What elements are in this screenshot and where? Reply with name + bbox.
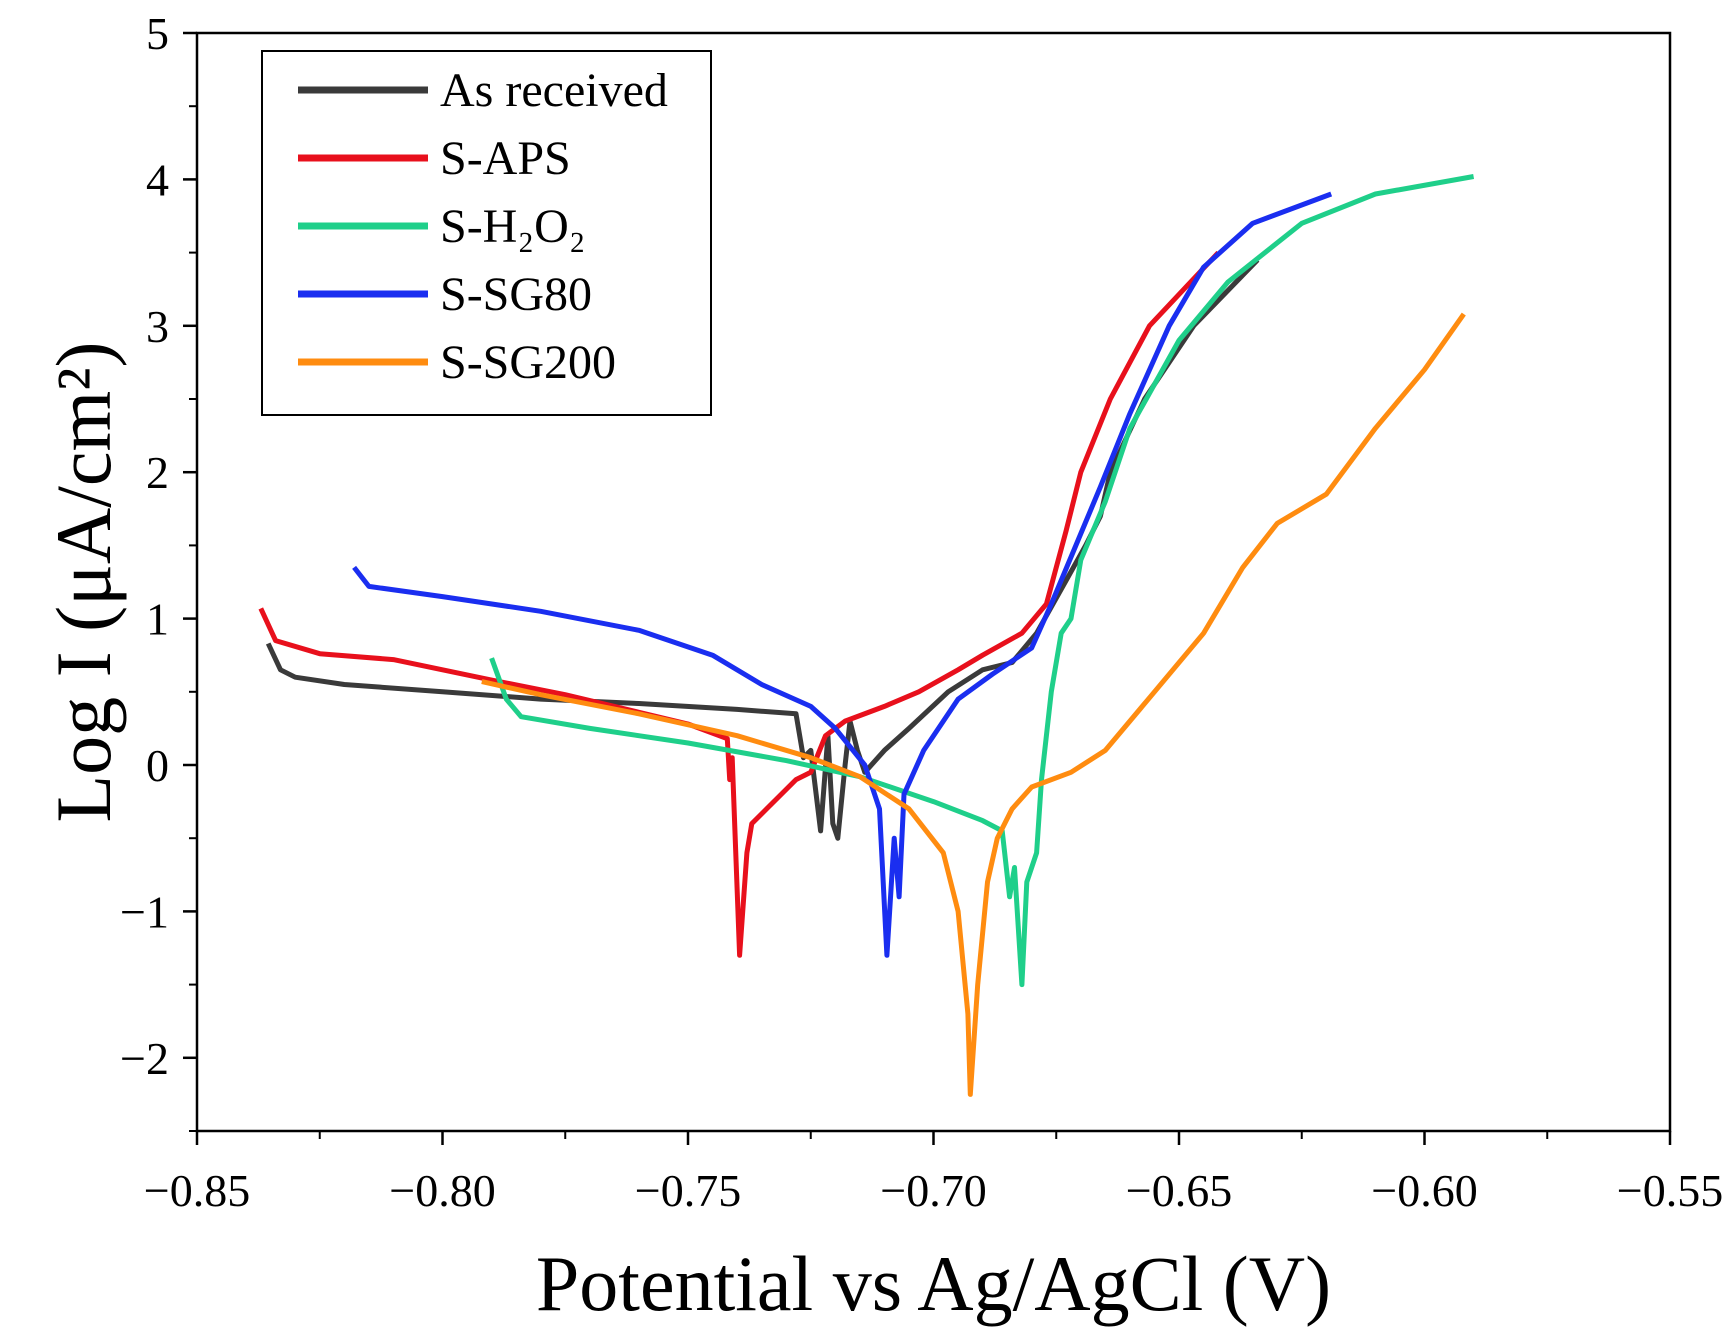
x-tick-label: −0.85 (144, 1165, 250, 1216)
y-tick-label: 1 (146, 594, 169, 645)
x-axis-label: Potential vs Ag/AgCl (V) (536, 1240, 1331, 1327)
x-tick-label: −0.55 (1617, 1165, 1723, 1216)
y-tick-label: 4 (146, 154, 169, 205)
legend-label: S-SG200 (440, 336, 616, 389)
y-axis-label: Log I (μA/cm²) (40, 341, 127, 822)
x-tick-label: −0.65 (1126, 1165, 1232, 1216)
legend-label: S-SG80 (440, 268, 592, 321)
x-tick-label: −0.75 (635, 1165, 741, 1216)
x-tick-label: −0.80 (389, 1165, 495, 1216)
legend: As received S-APS S-H₂O₂ S-SG80 S-SG200 (261, 50, 712, 416)
curves (258, 174, 1475, 1097)
legend-label: S-H₂O₂ (440, 200, 585, 253)
legend-label: As received (440, 64, 668, 117)
series-line-3 (352, 191, 1333, 958)
x-tick-label: −0.70 (880, 1165, 986, 1216)
series-line-1 (258, 250, 1221, 958)
y-tick-label: 5 (146, 8, 169, 59)
y-tick-label: −2 (120, 1033, 169, 1084)
legend-label: S-APS (440, 132, 571, 185)
series-line-4 (481, 312, 1466, 1097)
y-tick-label: 3 (146, 301, 169, 352)
legend-box (261, 50, 712, 416)
y-tick-label: 2 (146, 447, 169, 498)
y-tick-label: −1 (120, 886, 169, 937)
x-tick-label: −0.60 (1371, 1165, 1477, 1216)
y-tick-label: 0 (146, 740, 169, 791)
series-line-2 (489, 174, 1475, 988)
axis-ticks: −0.85 −0.80 −0.75 −0.70 −0.65 −0.60 −0.55 −2 −1 0… (120, 8, 1723, 1216)
